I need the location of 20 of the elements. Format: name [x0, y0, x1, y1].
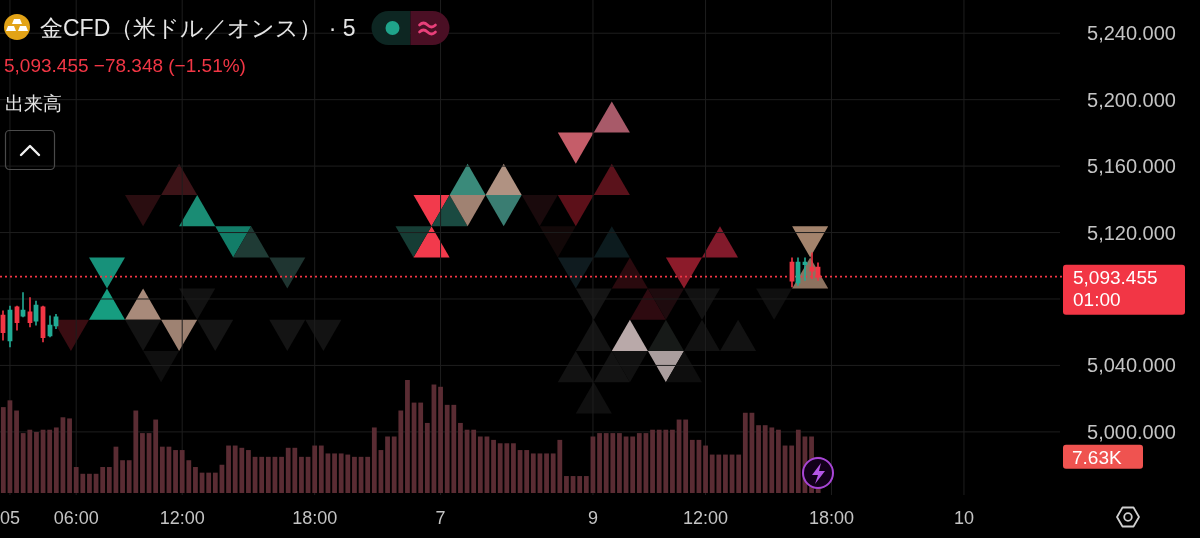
x-tick-label: 9	[587, 508, 598, 528]
x-tick-label: 10	[953, 508, 974, 528]
x-tick-label: 06:00	[53, 508, 99, 528]
chart-title: 出来高	[5, 93, 62, 114]
x-tick-label: 7	[435, 508, 446, 528]
x-tick-label: 05	[0, 508, 20, 528]
x-tick-label: 12:00	[159, 508, 205, 528]
text: 7.63K	[1072, 446, 1122, 468]
y-tick-label: 5,160.000	[1087, 155, 1176, 178]
x-tick-label: 12:00	[683, 508, 729, 528]
y-tick-label: 5,200.000	[1087, 88, 1176, 111]
ref-line-label: 5,093.455 01:00	[1073, 266, 1158, 310]
text: 金CFD（米ドル／オンス） · 5	[40, 15, 356, 41]
y-tick-label: 5,000.000	[1087, 420, 1176, 443]
y-tick-label: 5,120.000	[1087, 221, 1176, 244]
y-tick-label: 5,240.000	[1087, 22, 1176, 45]
x-tick-label: 18:00	[292, 508, 338, 528]
text: 5,093.455 −78.348 (−1.51%)	[4, 55, 246, 76]
y-tick-label: 5,040.000	[1087, 354, 1176, 377]
x-tick-label: 18:00	[808, 508, 854, 528]
